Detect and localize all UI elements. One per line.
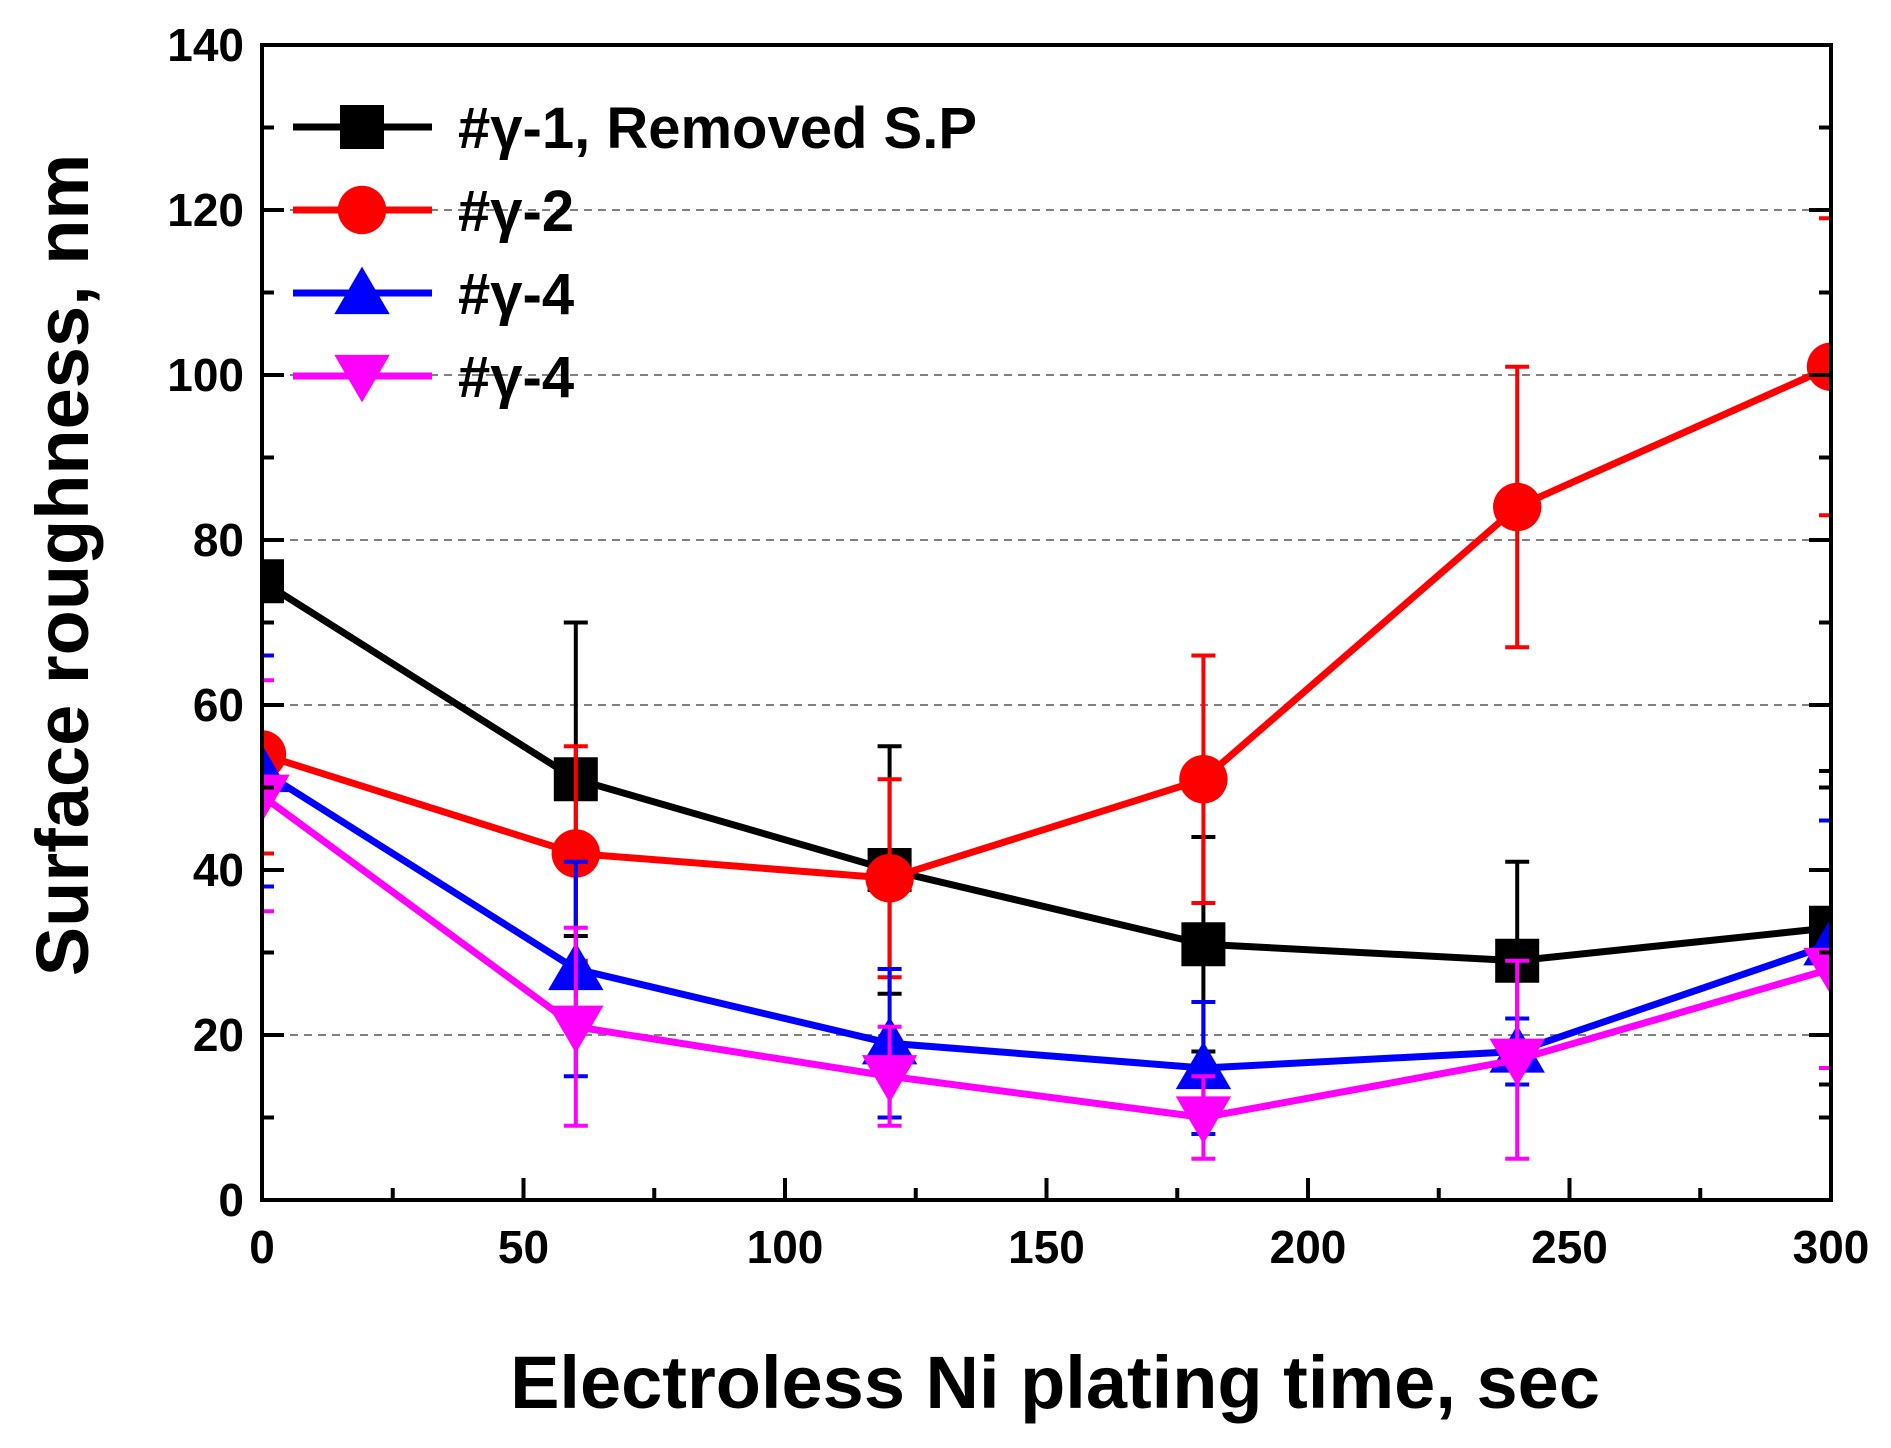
legend-entry-2: #γ-2 xyxy=(293,179,574,244)
legend-entry-4: #γ-4 xyxy=(293,345,574,410)
series-layer xyxy=(262,216,1831,1161)
series-3 xyxy=(262,653,1831,1136)
x-tick-label: 150 xyxy=(1008,1221,1085,1273)
legend-entry-3: #γ-4 xyxy=(293,262,574,327)
legend-marker xyxy=(334,266,390,315)
axis-ticks xyxy=(260,43,1833,1202)
data-point xyxy=(1489,1038,1545,1087)
data-point xyxy=(548,1005,604,1054)
legend-marker xyxy=(340,105,384,149)
y-tick-label: 20 xyxy=(193,1009,244,1061)
x-tick-label: 50 xyxy=(498,1221,549,1273)
data-point xyxy=(262,559,284,604)
series-line xyxy=(262,578,1831,965)
legend-label: #γ-4 xyxy=(458,345,574,410)
y-tick-label: 80 xyxy=(193,514,244,566)
data-point xyxy=(1175,1041,1232,1090)
legend-marker xyxy=(337,185,387,235)
data-point xyxy=(1806,342,1831,391)
legend-marker xyxy=(334,354,390,403)
data-point xyxy=(551,829,600,878)
legend-entry-1: #γ-1, Removed S.P xyxy=(293,96,977,161)
legend-label: #γ-4 xyxy=(458,262,574,327)
series-line xyxy=(262,768,1831,1072)
y-tick-label: 140 xyxy=(167,19,244,71)
data-point xyxy=(861,1055,918,1103)
x-tick-label: 0 xyxy=(249,1221,275,1273)
y-tick-label: 60 xyxy=(193,679,244,731)
data-point xyxy=(865,854,914,903)
y-tick-label: 100 xyxy=(167,349,244,401)
legend: #γ-1, Removed S.P #γ-2 #γ-4 #γ-4 xyxy=(293,96,977,410)
data-point xyxy=(1493,482,1542,532)
legend-label: #γ-2 xyxy=(458,179,574,244)
x-axis-title: Electroless Ni plating time, sec xyxy=(510,1341,1600,1424)
data-point xyxy=(1803,947,1831,996)
series-2 xyxy=(262,216,1831,980)
x-tick-label: 250 xyxy=(1531,1221,1608,1273)
y-tick-label: 0 xyxy=(218,1174,244,1226)
y-tick-label: 40 xyxy=(193,844,244,896)
y-axis-title: Surface roughness, nm xyxy=(21,154,104,976)
x-tick-label: 300 xyxy=(1793,1221,1870,1273)
x-tick-labels: 0 50 100 150 200 250 300 xyxy=(249,1221,1869,1273)
data-point xyxy=(1175,1096,1232,1144)
y-tick-label: 120 xyxy=(167,184,244,236)
data-point xyxy=(1181,922,1226,967)
grid-lines xyxy=(262,209,1831,1036)
series-4 xyxy=(262,678,1831,1161)
y-tick-labels: 0 20 40 60 80 100 120 140 xyxy=(167,19,244,1226)
x-tick-label: 100 xyxy=(747,1221,824,1273)
x-tick-label: 200 xyxy=(1270,1221,1347,1273)
legend-label: #γ-1, Removed S.P xyxy=(458,96,977,161)
series-line xyxy=(262,792,1831,1122)
series-line xyxy=(262,363,1831,882)
data-point xyxy=(1179,755,1228,804)
